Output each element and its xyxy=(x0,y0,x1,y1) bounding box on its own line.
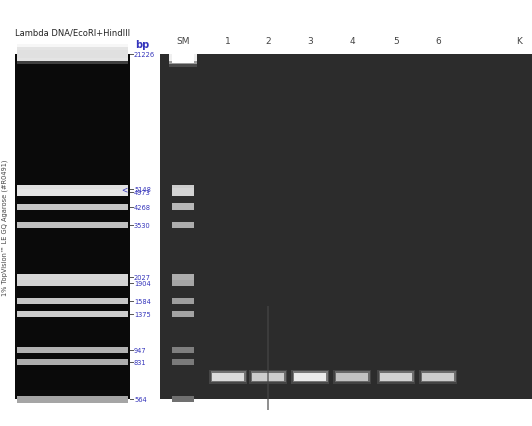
Bar xyxy=(293,371,328,382)
Bar xyxy=(172,274,194,281)
Text: 1: 1 xyxy=(225,37,231,46)
Bar xyxy=(15,55,130,399)
Bar xyxy=(336,373,368,381)
Bar xyxy=(294,373,326,381)
Bar xyxy=(422,373,454,381)
Text: 1375: 1375 xyxy=(134,311,151,317)
Bar xyxy=(211,371,246,382)
Bar xyxy=(172,281,194,287)
Bar xyxy=(17,281,128,287)
Text: 4268: 4268 xyxy=(134,204,151,210)
Bar xyxy=(17,45,128,65)
Bar xyxy=(377,370,415,384)
Text: 1904: 1904 xyxy=(134,281,151,287)
Bar xyxy=(172,311,194,317)
Bar xyxy=(335,371,370,382)
Bar xyxy=(251,371,286,382)
Text: 831: 831 xyxy=(134,359,146,365)
Bar xyxy=(169,45,197,65)
Bar xyxy=(212,373,244,381)
Text: 4973: 4973 xyxy=(134,190,151,196)
Text: 21226: 21226 xyxy=(134,52,155,58)
Bar xyxy=(17,311,128,317)
Bar xyxy=(169,42,197,68)
Bar xyxy=(172,396,194,402)
Text: 2: 2 xyxy=(265,37,271,46)
Bar xyxy=(17,298,128,304)
Bar xyxy=(172,359,194,365)
Text: SM: SM xyxy=(176,37,190,46)
Bar xyxy=(267,306,269,411)
Bar xyxy=(249,370,287,384)
Text: 2027: 2027 xyxy=(134,275,151,281)
Text: bp: bp xyxy=(135,40,149,50)
Text: 1% TopVision™ LE GQ Agarose (#R0491): 1% TopVision™ LE GQ Agarose (#R0491) xyxy=(2,159,9,295)
Bar xyxy=(172,204,194,210)
Text: 1584: 1584 xyxy=(134,298,151,304)
Text: 3530: 3530 xyxy=(134,222,151,228)
Bar xyxy=(17,359,128,365)
Bar xyxy=(252,373,284,381)
Bar xyxy=(379,371,414,382)
Bar xyxy=(17,51,128,59)
Bar xyxy=(17,204,128,210)
Bar xyxy=(17,189,128,196)
Bar xyxy=(291,370,329,384)
Bar xyxy=(421,371,456,382)
Bar xyxy=(172,222,194,228)
Text: 564: 564 xyxy=(134,396,147,402)
Bar xyxy=(160,55,532,399)
Bar xyxy=(419,370,457,384)
Text: 6: 6 xyxy=(435,37,441,46)
Bar xyxy=(172,298,194,304)
Bar xyxy=(17,274,128,281)
Text: 5148: 5148 xyxy=(134,186,151,192)
Bar xyxy=(333,370,371,384)
Bar xyxy=(17,222,128,228)
Bar xyxy=(169,48,197,62)
Text: <: < xyxy=(121,185,127,194)
Bar xyxy=(172,185,194,193)
Bar xyxy=(17,396,128,403)
Bar xyxy=(172,347,194,353)
Bar xyxy=(209,370,247,384)
Text: K: K xyxy=(516,37,522,46)
Bar xyxy=(172,46,194,64)
Text: 3: 3 xyxy=(307,37,313,46)
Bar xyxy=(17,186,128,193)
Text: Lambda DNA/EcoRI+HindIII: Lambda DNA/EcoRI+HindIII xyxy=(15,29,130,37)
Text: 4: 4 xyxy=(349,37,355,46)
Bar xyxy=(17,48,128,62)
Text: 947: 947 xyxy=(134,347,147,353)
Bar xyxy=(17,48,128,62)
Bar xyxy=(172,189,194,196)
Bar xyxy=(380,373,412,381)
Bar xyxy=(17,347,128,353)
Text: 5: 5 xyxy=(393,37,399,46)
